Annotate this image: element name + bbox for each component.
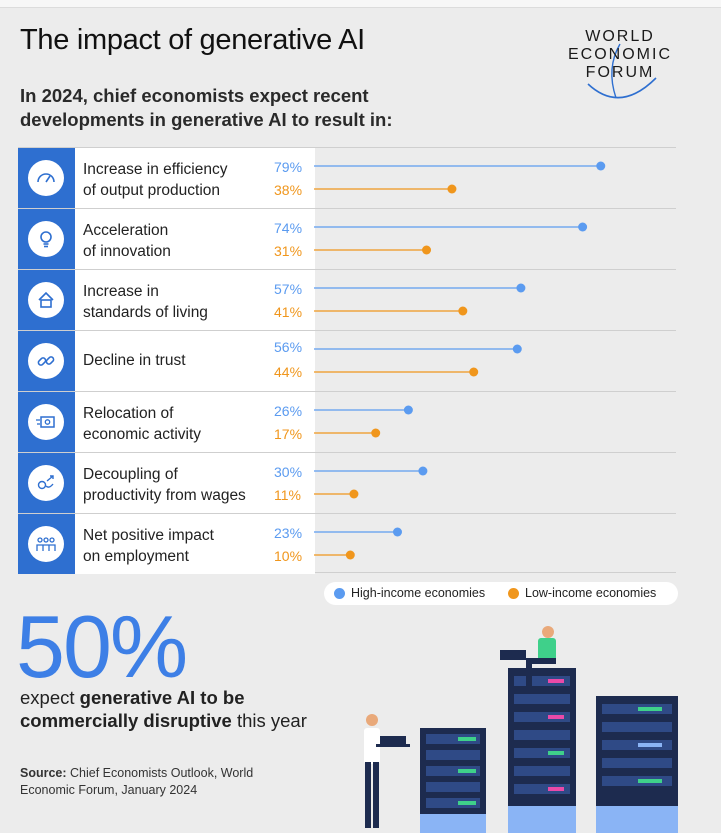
row-label-cell: Decoupling of productivity from wages bbox=[75, 453, 315, 513]
row-label: Acceleration of innovation bbox=[83, 222, 171, 260]
row-label: Decline in trust bbox=[83, 352, 186, 369]
row-icon-cell bbox=[18, 209, 75, 269]
chart-legend: High-income economies Low-income economi… bbox=[324, 582, 678, 605]
value-label-high: 30% bbox=[274, 464, 303, 480]
value-label-high: 74% bbox=[274, 220, 303, 236]
value-label-high: 79% bbox=[274, 159, 303, 175]
row-label: Increase in standards of living bbox=[83, 283, 208, 321]
table-row: Increase in standards of living 57% 41% bbox=[18, 269, 676, 330]
servers-people-illustration bbox=[364, 626, 678, 833]
value-label-low: 11% bbox=[274, 487, 301, 503]
row-label: Increase in efficiency of output producti… bbox=[83, 161, 228, 199]
row-label: Decoupling of productivity from wages bbox=[83, 466, 246, 504]
logo-line-3: FORUM bbox=[585, 64, 655, 81]
row-icon-cell bbox=[18, 148, 75, 208]
subtitle: In 2024, chief economists expect recent … bbox=[20, 85, 393, 130]
table-row: Relocation of economic activity 26% 17% bbox=[18, 391, 676, 452]
logo-line-1: WORLD bbox=[585, 28, 655, 45]
row-icon-cell bbox=[18, 514, 75, 574]
row-label-cell: Decline in trust bbox=[75, 331, 315, 391]
wef-logo: WORLD ECONOMIC FORUM bbox=[560, 28, 680, 104]
legend-item-high: High-income economies bbox=[334, 586, 485, 600]
row-label-cell: Acceleration of innovation bbox=[75, 209, 315, 269]
value-label-low: 44% bbox=[274, 364, 303, 380]
source-note: Source: Chief Economists Outlook, World … bbox=[20, 766, 254, 797]
broken-link-icon bbox=[28, 343, 64, 379]
legend-dot-low bbox=[508, 587, 519, 599]
value-label-low: 17% bbox=[274, 426, 303, 442]
value-label-low: 31% bbox=[274, 243, 303, 259]
row-label-cell: Increase in standards of living bbox=[75, 270, 315, 330]
value-label-high: 57% bbox=[274, 281, 303, 297]
expect-text: expect generative AI to be commercially … bbox=[20, 687, 307, 731]
table-row: Decoupling of productivity from wages 30%… bbox=[18, 452, 676, 513]
house-icon bbox=[28, 282, 64, 318]
table-row: Acceleration of innovation 74% 31% bbox=[18, 208, 676, 269]
value-label-low: 41% bbox=[274, 304, 303, 320]
value-label-high: 56% bbox=[274, 339, 303, 355]
logo-arc-icon bbox=[587, 43, 657, 99]
legend-dot-high bbox=[334, 587, 345, 599]
row-label-cell: Increase in efficiency of output producti… bbox=[75, 148, 315, 208]
table-row: Increase in efficiency of output producti… bbox=[18, 147, 676, 208]
table-row: Net positive impact on employment 23% 10% bbox=[18, 513, 676, 574]
value-label-low: 38% bbox=[274, 182, 303, 198]
row-label-cell: Relocation of economic activity bbox=[75, 392, 315, 452]
diverging-arrows-icon bbox=[28, 465, 64, 501]
row-icon-cell bbox=[18, 270, 75, 330]
big-stat: 50% bbox=[16, 597, 188, 696]
logo-line-2: ECONOMIC bbox=[568, 46, 672, 63]
lightbulb-icon bbox=[28, 221, 64, 257]
value-label-high: 23% bbox=[274, 525, 303, 541]
row-icon-cell bbox=[18, 392, 75, 452]
speedometer-icon bbox=[28, 160, 64, 196]
top-rule bbox=[0, 0, 721, 8]
people-icon bbox=[28, 526, 64, 562]
value-label-high: 26% bbox=[274, 403, 303, 419]
table-row: Decline in trust 56% 44% bbox=[18, 330, 676, 391]
money-move-icon bbox=[28, 404, 64, 440]
legend-label-high: High-income economies bbox=[351, 586, 486, 600]
legend-label-low: Low-income economies bbox=[525, 586, 657, 600]
row-label-cell: Net positive impact on employment bbox=[75, 514, 315, 574]
page-title: The impact of generative AI bbox=[20, 24, 365, 56]
row-icon-cell bbox=[18, 453, 75, 513]
row-icon-cell bbox=[18, 331, 75, 391]
legend-item-low: Low-income economies bbox=[508, 586, 656, 600]
value-label-low: 10% bbox=[274, 548, 303, 564]
row-label: Relocation of economic activity bbox=[83, 405, 202, 443]
row-label: Net positive impact on employment bbox=[83, 527, 214, 565]
impact-table: Increase in efficiency of output producti… bbox=[18, 147, 676, 574]
